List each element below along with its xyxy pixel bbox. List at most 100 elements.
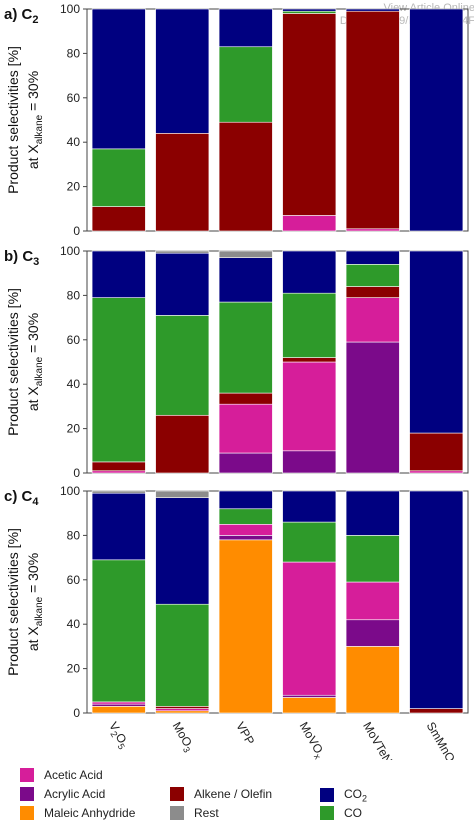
bar-segment-co2 [155,8,210,134]
bar-segment-co2 [218,490,273,510]
y-axis-label-sub: at Xalkane = 30% [25,313,45,411]
legend-item: Rest [170,806,219,820]
bar-segment-rest [155,490,210,498]
bar-segment-co2 [409,8,464,232]
legend-swatch [20,768,34,782]
bar-segment-co [282,10,337,14]
y-tick-label: 40 [67,617,81,631]
bar-segment-co2 [345,250,400,265]
y-tick-label: 100 [60,2,80,16]
bar-segment-acetic-acid [91,701,146,705]
bar-segment-alkene-olefin [409,708,464,714]
bar-segment-co [218,508,273,525]
bar-segment-maleic-anhydride [218,539,273,714]
bar-segment-co2 [345,490,400,536]
bar-segment-co2 [91,250,146,298]
legend: Acetic Acid Acrylic Acid Maleic Anhydride A… [0,760,474,824]
legend-swatch [20,806,34,820]
y-tick-label: 0 [73,224,80,238]
bar-segment-co [155,315,210,416]
y-tick-label: 60 [67,333,81,347]
y-tick-label: 20 [67,180,81,194]
bar-segment-alkene-olefin [91,461,146,472]
y-axis-label: Product selectivities [%] [5,288,21,436]
bar-segment-alkene-olefin [282,357,337,363]
bar-segment-acrylic-acid [345,341,400,474]
x-tick-label: MoVOx [295,720,328,761]
bar-segment-maleic-anhydride [282,697,337,714]
legend-label: Acetic Acid [44,768,103,782]
bar-segment-co [155,603,210,707]
bar-segment-co [282,292,337,358]
legend-swatch [320,788,334,803]
y-tick-label: 80 [67,528,81,542]
bar-segment-co [218,46,273,123]
bar-segment-co [91,297,146,463]
y-axis-label: Product selectivities [%] [5,46,21,194]
bar-segment-co2 [409,490,464,709]
bar-segment-co2 [155,497,210,605]
bar-segment-alkene-olefin [155,706,210,709]
legend-swatch [320,806,334,820]
bar-segment-acrylic-acid [218,535,273,541]
panel-frame [86,8,469,232]
bar-segment-co [345,264,400,287]
bar-segment-acetic-acid [282,561,337,696]
bar-segment-co2 [218,257,273,303]
bar-segment-rest [218,250,273,258]
bar-segment-co [345,535,400,583]
y-axis-label-sub: at Xalkane = 30% [25,553,45,651]
legend-item: Maleic Anhydride [20,806,135,820]
bar-segment-acetic-acid [345,581,400,621]
bar-segment-co [91,559,146,703]
bar-segment-alkene-olefin [218,392,273,405]
legend-label: Maleic Anhydride [44,806,136,820]
bar-segment-rest [91,490,146,494]
bar-segment-acetic-acid [91,470,146,474]
bar-segment-co2 [155,252,210,316]
bar-segment-maleic-anhydride [91,706,146,714]
stacked-bar-figure: 0 20 40 60 80 100 a) C2 Product selectivities [… [4,2,469,761]
y-tick-label: 60 [67,91,81,105]
bar-segment-alkene-olefin [218,121,273,232]
bar-segment-maleic-anhydride [155,710,210,714]
panel-title: b) C3 [4,248,39,268]
x-tick-label: VPP [233,720,257,748]
bar-segment-co2 [282,250,337,294]
bar-segment-co2 [91,8,146,150]
y-tick-label: 40 [67,377,81,391]
legend-item: CO [320,806,362,820]
legend-item: Acetic Acid [20,768,103,782]
legend-label: Acrylic Acid [44,787,106,801]
bar-segment-acetic-acid [409,470,464,474]
y-tick-label: 80 [67,46,81,60]
bar-segment-acetic-acid [345,228,400,232]
bar-segment-co2 [409,250,464,434]
panel-frame [86,490,469,714]
y-tick-label: 20 [67,422,81,436]
legend-swatch [170,787,184,801]
bar-segment-acetic-acid [282,361,337,452]
bar-segment-acetic-acid [345,297,400,343]
bar-segment-alkene-olefin [345,10,400,230]
panel-title: c) C4 [4,488,39,508]
legend-label: CO2 [344,787,368,804]
bar-segment-alkene-olefin [155,414,210,474]
bar-segment-co2 [91,492,146,561]
y-tick-label: 60 [67,573,81,587]
bar-segment-co2 [345,8,400,12]
y-tick-label: 80 [67,288,81,302]
legend-label: CO [344,806,362,820]
y-axis-label: Product selectivities [%] [5,528,21,676]
bar-segment-acrylic-acid [345,619,400,647]
bar-segment-acetic-acid [218,403,273,454]
bar-segment-alkene-olefin [282,13,337,216]
bar-segment-alkene-olefin [91,206,146,232]
legend-label: Rest [194,806,219,820]
legend-item: Alkene / Olefin [170,787,272,801]
legend-item: Acrylic Acid [20,787,105,801]
x-tick-label: MoVTeNbOx [358,720,405,761]
bar-segment-co2 [282,8,337,12]
bar-segment-acrylic-acid [282,694,337,698]
y-axis-label-sub: at Xalkane = 30% [25,71,45,169]
